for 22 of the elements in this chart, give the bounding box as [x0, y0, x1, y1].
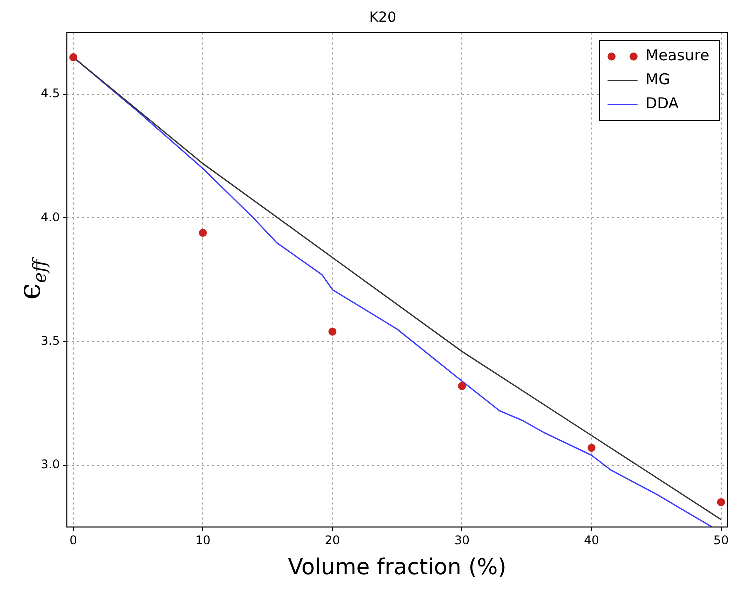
y-tick-label: 3.0	[40, 458, 60, 472]
y-tick-label: 4.5	[40, 86, 60, 101]
legend-label: MG	[646, 70, 670, 89]
x-axis-title: Volume fraction (%)	[288, 556, 507, 581]
point	[717, 498, 726, 506]
legend-label: Measure	[646, 46, 710, 65]
x-tick-label: 10	[195, 534, 211, 548]
y-tick-label: 3.5	[40, 334, 60, 348]
x-tick-label: 30	[454, 534, 470, 548]
point	[458, 382, 466, 390]
y-tick-label: 4.0	[40, 210, 60, 224]
x-tick-label: 50	[714, 534, 729, 548]
x-tick-label: 20	[325, 534, 340, 548]
point	[70, 54, 78, 62]
x-tick-label: 0	[70, 534, 78, 548]
point	[199, 229, 208, 238]
y-axis-title: ϵeff	[13, 256, 51, 300]
chart-title: K20	[370, 10, 396, 26]
point	[328, 328, 337, 336]
point	[588, 444, 596, 452]
legend-label: DDA	[646, 94, 680, 113]
x-tick-label: 40	[584, 534, 600, 548]
